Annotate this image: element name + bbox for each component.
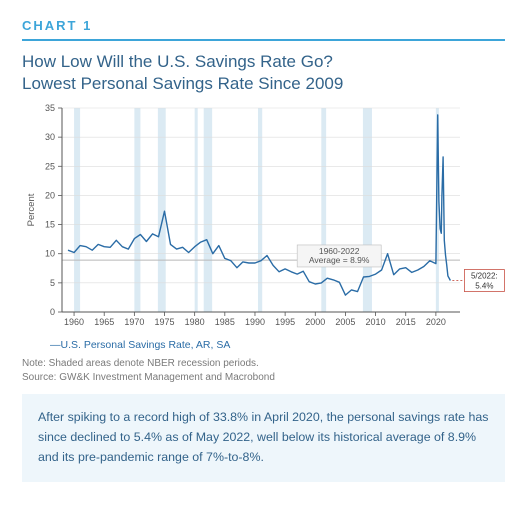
svg-text:1990: 1990 <box>245 317 265 327</box>
svg-text:1965: 1965 <box>94 317 114 327</box>
line-chart: 0 5 10 15 20 25 30 35 1960 1965 1970 1975 1980 1985 19… <box>22 102 508 337</box>
svg-text:1985: 1985 <box>215 317 235 327</box>
title-line-2: Lowest Personal Savings Rate Since 2009 <box>22 73 505 96</box>
svg-text:2005: 2005 <box>335 317 355 327</box>
chart-title: How Low Will the U.S. Savings Rate Go? L… <box>22 51 505 97</box>
svg-text:30: 30 <box>45 133 55 143</box>
svg-text:2020: 2020 <box>426 317 446 327</box>
svg-text:Average = 8.9%: Average = 8.9% <box>309 255 370 265</box>
svg-text:1995: 1995 <box>275 317 295 327</box>
svg-text:1970: 1970 <box>124 317 144 327</box>
chart-legend: —U.S. Personal Savings Rate, AR, SA <box>22 339 505 351</box>
svg-text:20: 20 <box>45 191 55 201</box>
caption-text: After spiking to a record high of 33.8% … <box>38 410 488 464</box>
svg-text:2010: 2010 <box>366 317 386 327</box>
svg-text:0: 0 <box>50 307 55 317</box>
svg-text:1975: 1975 <box>154 317 174 327</box>
title-line-1: How Low Will the U.S. Savings Rate Go? <box>22 51 505 74</box>
svg-text:5.4%: 5.4% <box>475 282 493 291</box>
svg-text:Percent: Percent <box>26 194 37 227</box>
svg-text:5/2022:: 5/2022: <box>471 272 498 281</box>
svg-text:2015: 2015 <box>396 317 416 327</box>
svg-text:2000: 2000 <box>305 317 325 327</box>
legend-dash: — <box>50 339 61 351</box>
svg-text:10: 10 <box>45 249 55 259</box>
legend-text: U.S. Personal Savings Rate, AR, SA <box>61 339 231 351</box>
svg-text:15: 15 <box>45 220 55 230</box>
chart-note: Note: Shaded areas denote NBER recession… <box>22 357 505 371</box>
svg-text:1980: 1980 <box>185 317 205 327</box>
svg-text:1960: 1960 <box>64 317 84 327</box>
svg-text:5: 5 <box>50 278 55 288</box>
svg-text:25: 25 <box>45 162 55 172</box>
svg-text:35: 35 <box>45 103 55 113</box>
chart-number-label: CHART 1 <box>22 18 505 33</box>
chart-source: Source: GW&K Investment Management and M… <box>22 371 505 385</box>
accent-divider <box>22 39 505 41</box>
caption-box: After spiking to a record high of 33.8% … <box>22 394 505 482</box>
